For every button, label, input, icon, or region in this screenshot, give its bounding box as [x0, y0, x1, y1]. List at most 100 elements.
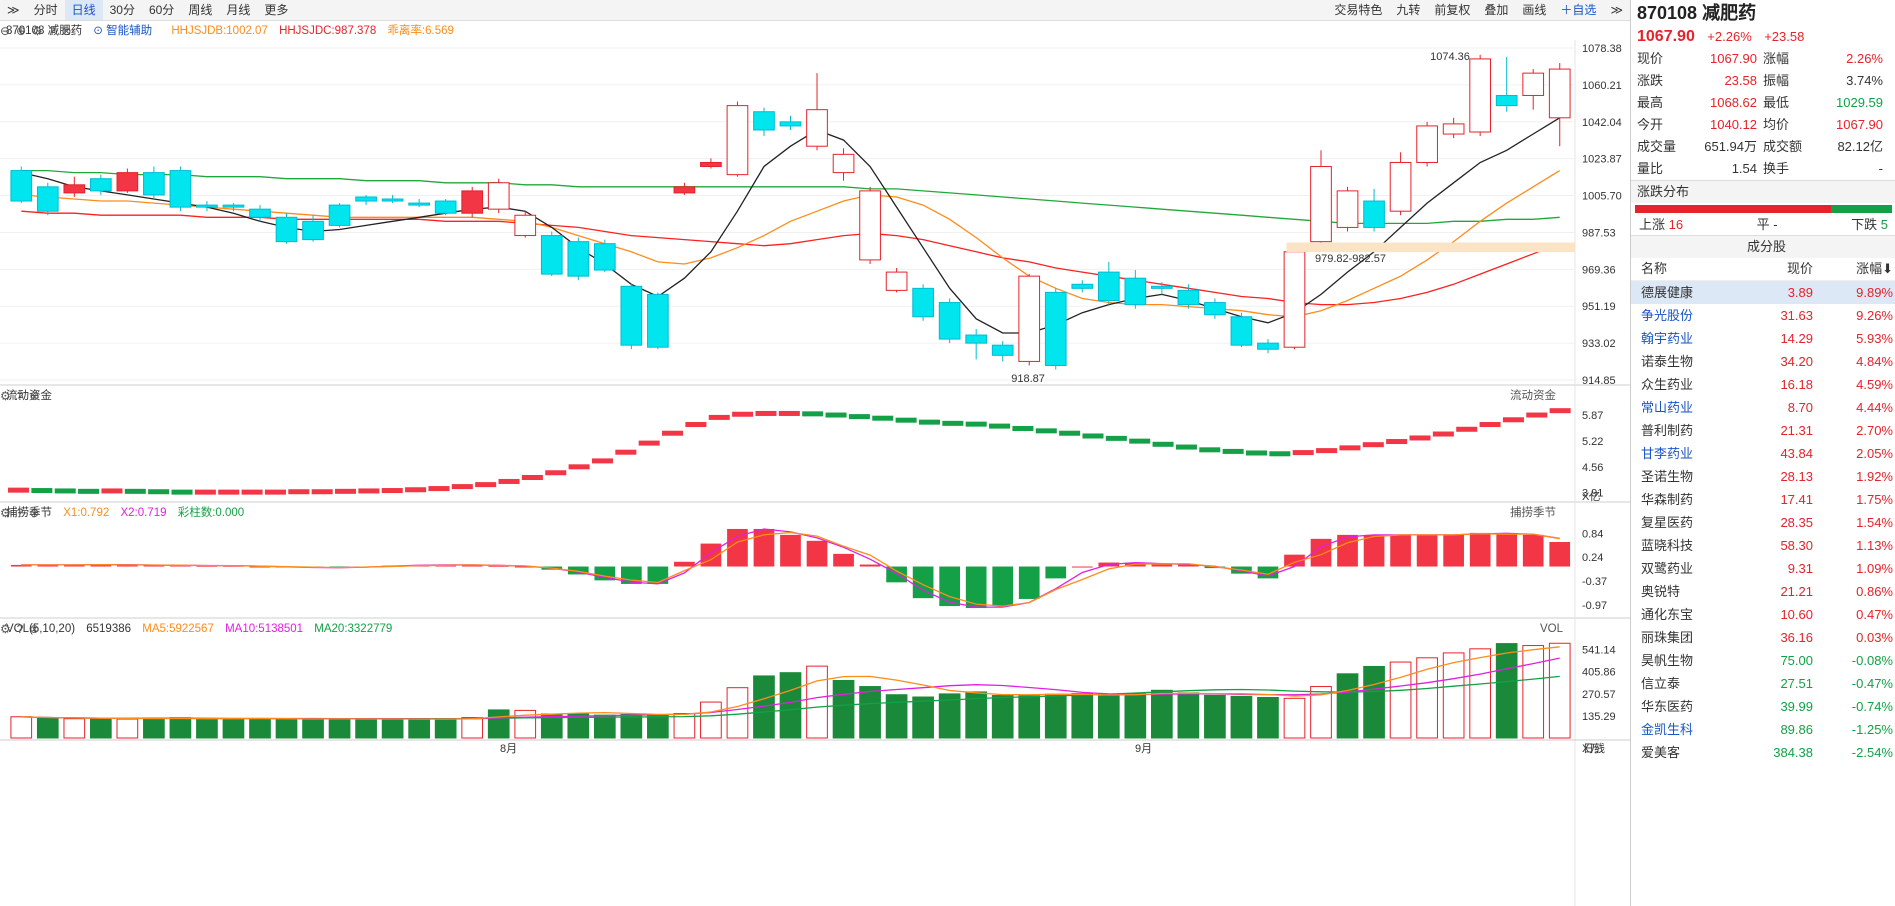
flow-bar [101, 488, 123, 494]
kv-value: 2.26% [1846, 51, 1883, 66]
vol-bar [1522, 645, 1545, 739]
flow-bar [918, 419, 940, 425]
cons-row[interactable]: 金凯生科 89.86 -1.25% [1631, 718, 1895, 741]
vol-ma5: MA5:5922567 [142, 623, 214, 635]
cons-change: -0.47% [1851, 676, 1893, 691]
cons-row[interactable]: 圣诺生物 28.13 1.92% [1631, 465, 1895, 488]
vol-bar [1018, 695, 1041, 739]
cons-row[interactable]: 普利制药 21.31 2.70% [1631, 419, 1895, 442]
cons-row[interactable]: 众生药业 16.18 4.59% [1631, 373, 1895, 396]
cons-change: 1.09% [1856, 561, 1893, 576]
cons-change: 9.89% [1856, 285, 1893, 300]
cons-row[interactable]: 通化东宝 10.60 0.47% [1631, 603, 1895, 626]
kv-label: 换手 [1763, 161, 1790, 176]
vol-bar [859, 686, 881, 739]
buyer-right-label: 捕捞季节 [1510, 507, 1556, 519]
cons-change: -0.08% [1851, 653, 1893, 668]
cons-row[interactable]: 奥锐特 21.21 0.86% [1631, 580, 1895, 603]
flow-bar [1152, 441, 1174, 447]
cons-row[interactable]: 爱美客 384.38 -2.54% [1631, 741, 1895, 764]
cons-change: 2.05% [1856, 446, 1893, 461]
cons-price: 89.86 [1780, 722, 1813, 737]
cons-row[interactable]: 诺泰生物 34.20 4.84% [1631, 350, 1895, 373]
sort-change-header[interactable]: 涨幅⬇ [1856, 261, 1893, 276]
cons-price: 36.16 [1780, 630, 1813, 645]
btn-trade-feature[interactable]: 交易特色 [1334, 3, 1383, 17]
cons-row[interactable]: 德展健康 3.89 9.89% [1631, 281, 1895, 304]
tab-60min[interactable]: 60分 [148, 3, 175, 17]
cons-row[interactable]: 双鹭药业 9.31 1.09% [1631, 557, 1895, 580]
buyer-bar [674, 561, 695, 567]
collapse-icon[interactable]: ≫ [7, 3, 20, 17]
flow-bar [78, 488, 100, 494]
vol-tools[interactable]: ⚙?⊗ [0, 622, 46, 636]
cons-row[interactable]: 信立泰 27.51 -0.47% [1631, 672, 1895, 695]
vol-bar [1151, 689, 1173, 739]
flow-bar [615, 449, 637, 455]
vol-bar [1336, 673, 1359, 739]
tab-daily[interactable]: 日线 [64, 0, 103, 20]
tab-30min[interactable]: 30分 [109, 3, 135, 17]
btn-add-watch[interactable]: ＋自选 [1560, 3, 1597, 17]
cons-name: 争光股份 [1641, 308, 1694, 323]
price-tick-label: 1023.87 [1582, 154, 1622, 166]
panel-chg: +23.58 [1764, 29, 1805, 44]
cons-change: 0.03% [1856, 630, 1893, 645]
flow-bar [428, 486, 450, 492]
buyer-header: 捕捞季节 X1:0.792 X2:0.719 彩柱数:0.000 [6, 504, 252, 522]
price-tick-label: 1060.21 [1582, 80, 1622, 92]
buyer-bar [939, 566, 960, 607]
cons-row[interactable]: 常山药业 8.70 4.44% [1631, 396, 1895, 419]
candle-body [514, 214, 537, 237]
btn-adjust[interactable]: 前复权 [1434, 3, 1471, 17]
cons-row[interactable]: 翰宇药业 14.29 5.93% [1631, 327, 1895, 350]
flow-bar [1362, 442, 1384, 448]
cons-price: 34.20 [1780, 354, 1813, 369]
buyer-bar [727, 528, 748, 567]
tab-weekly[interactable]: 周线 [188, 3, 213, 17]
candle-body [938, 302, 961, 340]
flow-bar [311, 489, 333, 495]
buyer-bar [1018, 566, 1040, 599]
candle-body [1230, 316, 1253, 346]
assist-toggle[interactable]: ⊙ 智能辅助 [93, 25, 153, 37]
flow-tick-label: 4.56 [1582, 462, 1603, 474]
cons-row[interactable]: 复星医药 28.35 1.54% [1631, 511, 1895, 534]
candle-body [89, 178, 112, 192]
vol-bar [673, 713, 696, 739]
btn-overlay[interactable]: 叠加 [1484, 3, 1509, 17]
flow-bar [1269, 451, 1291, 457]
candle-body [1522, 72, 1545, 96]
buyer-bar [1178, 564, 1199, 567]
collapse-right-icon[interactable]: ≫ [1610, 3, 1623, 17]
buyer-bar [1522, 534, 1544, 567]
cons-row[interactable]: 甘李药业 43.84 2.05% [1631, 442, 1895, 465]
vol-bar [36, 717, 59, 739]
buyer-bar [1257, 566, 1279, 579]
dist-counts: 上涨 16 平 - 下跌 5 [1639, 217, 1888, 232]
main-tools[interactable]: ⊖⊕⚙?⊗ [0, 24, 78, 38]
cons-row[interactable]: 昊帆生物 75.00 -0.08% [1631, 649, 1895, 672]
tab-fenshi[interactable]: 分时 [33, 3, 58, 17]
cons-row[interactable]: 争光股份 31.63 9.26% [1631, 304, 1895, 327]
annot-range: 979.82-982.57 [1315, 253, 1386, 265]
btn-draw[interactable]: 画线 [1522, 3, 1547, 17]
cons-price: 21.31 [1780, 423, 1813, 438]
tab-more[interactable]: 更多 [264, 3, 289, 17]
cons-row[interactable]: 蓝晓科技 58.30 1.13% [1631, 534, 1895, 557]
flow-tools[interactable]: ⚙?⊗ [0, 389, 46, 403]
flow-bar [1012, 425, 1034, 431]
cons-row[interactable]: 华森制药 17.41 1.75% [1631, 488, 1895, 511]
kv-value: 82.12亿 [1837, 139, 1883, 154]
cons-name: 普利制药 [1641, 423, 1694, 438]
cons-row[interactable]: 华东医药 39.99 -0.74% [1631, 695, 1895, 718]
vol-bar [1416, 657, 1438, 739]
candle-body [36, 186, 59, 212]
tab-monthly[interactable]: 月线 [226, 3, 251, 17]
chart-svg[interactable]: 1078.38 1060.21 1042.04 1023.87 1005.70 987.5… [0, 0, 1630, 906]
cons-row[interactable]: 丽珠集团 36.16 0.03% [1631, 626, 1895, 649]
vol-bar [647, 714, 669, 739]
flow-bar [194, 489, 216, 495]
buyer-tools[interactable]: ⚙?⊗ [0, 506, 46, 520]
btn-jiuzhuan[interactable]: 九转 [1396, 3, 1421, 17]
